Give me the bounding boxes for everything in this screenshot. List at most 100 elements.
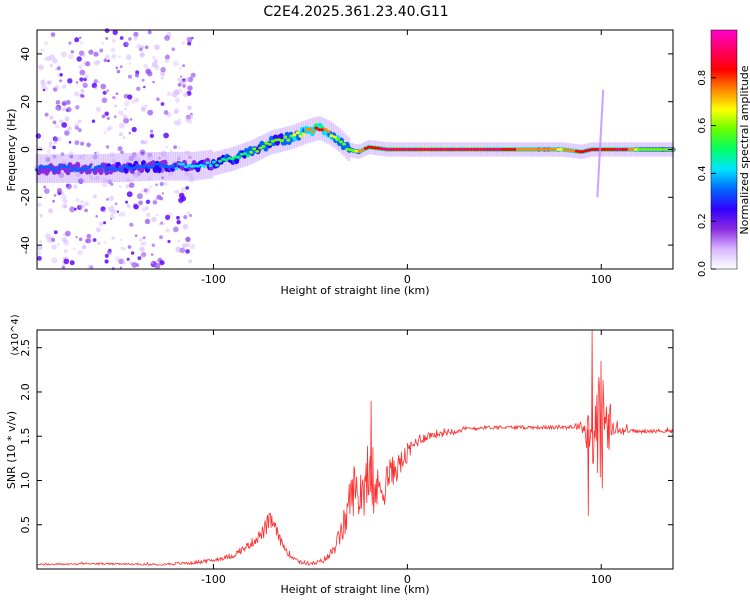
heatmap-ridge-core: [419, 148, 424, 151]
heatmap-ridge-core: [41, 165, 46, 169]
heatmap-noise-cell: [103, 131, 107, 135]
heatmap-noise-cell: [159, 181, 164, 187]
heatmap-noise-cell: [160, 71, 166, 77]
heatmap-noise-cell: [106, 249, 112, 255]
heatmap-noise-cell: [126, 178, 131, 183]
snr-ytick-label: 0.5: [19, 516, 32, 534]
heatmap-ridge-core: [183, 165, 188, 169]
heatmap-noise-cell: [77, 119, 82, 124]
heatmap-noise-cell: [141, 207, 147, 213]
heatmap-ridge-core: [332, 135, 337, 139]
heatmap-noise-cell: [122, 261, 126, 265]
heatmap-ridge-core: [609, 148, 613, 151]
heatmap-ridge-core: [277, 138, 281, 142]
heatmap-noise-cell: [68, 54, 74, 60]
heatmap-noise-cell: [79, 69, 86, 76]
heatmap-noise-cell: [106, 127, 111, 132]
heatmap-ridge-core: [242, 152, 247, 156]
heatmap-noise-cell: [68, 41, 72, 45]
heatmap-ridge-core: [398, 148, 402, 151]
heatmap-noise-cell: [124, 100, 130, 107]
heatmap-noise-cell: [135, 70, 140, 75]
heatmap-noise-cell: [61, 194, 67, 200]
heatmap-ridge-core: [429, 148, 433, 151]
heatmap-noise-cell: [133, 31, 139, 37]
heatmap-ridge-core: [143, 164, 148, 168]
heatmap-ridge-core: [174, 167, 179, 170]
heatmap-noise-cell: [147, 30, 152, 35]
heatmap-noise-cell: [151, 61, 158, 68]
heatmap-noise-cell: [132, 172, 139, 178]
heatmap-noise-cell: [147, 155, 153, 161]
heatmap-noise-cell: [97, 241, 101, 246]
heatmap-noise-cell: [116, 69, 121, 74]
heatmap-ridge-core: [152, 162, 157, 166]
heatmap-noise-cell: [112, 29, 118, 35]
heatmap-noise-cell: [49, 141, 53, 146]
heatmap-noise-cell: [82, 245, 86, 249]
heatmap-noise-cell: [103, 58, 108, 62]
heatmap-ridge-core: [450, 148, 455, 151]
heatmap-noise-cell: [53, 194, 57, 197]
heatmap-ridge-outer: [152, 166, 158, 174]
heatmap-noise-cell: [188, 172, 194, 178]
heatmap-noise-cell: [120, 246, 124, 250]
heatmap-noise-cell: [54, 124, 60, 129]
heatmap-noise-cell: [91, 177, 95, 181]
heatmap-ridge-core: [345, 147, 350, 151]
heatmap-noise-cell: [74, 140, 80, 146]
heatmap-ridge-core: [531, 148, 536, 151]
heatmap-noise-cell: [78, 237, 83, 242]
heatmap-ridge-core: [441, 148, 446, 151]
heatmap-noise-cell: [77, 250, 83, 256]
heatmap-ridge-core: [615, 148, 620, 151]
snr-xlabel: Height of straight line (km): [280, 583, 429, 596]
heatmap-noise-cell: [70, 50, 75, 54]
heatmap-noise-cell: [149, 133, 155, 138]
heatmap-noise-cell: [184, 116, 190, 122]
heatmap-noise-cell: [158, 156, 161, 160]
heatmap-noise-cell: [102, 177, 108, 183]
heatmap-noise-cell: [86, 233, 92, 239]
heatmap-noise-cell: [90, 161, 93, 164]
heatmap-noise-cell: [180, 195, 187, 202]
heatmap-noise-cell: [187, 105, 192, 111]
heatmap-noise-cell: [163, 132, 170, 139]
heatmap-noise-cell: [143, 188, 148, 193]
heatmap-ridge-core: [494, 148, 499, 151]
heatmap-ridge-core: [121, 165, 126, 169]
heatmap-noise-cell: [42, 88, 46, 92]
heatmap-noise-cell: [59, 73, 63, 77]
heatmap-noise-cell: [49, 115, 54, 120]
heatmap-noise-cell: [141, 107, 146, 112]
heatmap-noise-cell: [64, 230, 71, 237]
snr-content: [36, 329, 674, 566]
heatmap-ridge-core: [515, 148, 520, 151]
heatmap-noise-cell: [103, 221, 107, 225]
heatmap-noise-cell: [47, 80, 52, 85]
heatmap-ridge-core: [636, 148, 641, 151]
heatmap-ridge-core: [149, 165, 154, 169]
heatmap-ridge-core: [484, 148, 489, 151]
heatmap-ridge-core: [363, 146, 368, 150]
heatmap-ridge-core: [351, 149, 356, 153]
colorbar-tick-label: 0.6: [697, 118, 708, 134]
heatmap-noise-cell: [39, 213, 43, 218]
heatmap-noise-cell: [84, 208, 88, 213]
heatmap-noise-cell: [152, 80, 155, 84]
heatmap-noise-cell: [61, 100, 68, 107]
heatmap-noise-cell: [131, 262, 138, 268]
heatmap-noise-cell: [149, 185, 153, 189]
heatmap-noise-cell: [62, 233, 66, 237]
heatmap-noise-cell: [118, 55, 121, 59]
heatmap-noise-cell: [161, 176, 164, 179]
heatmap-ridge-core: [640, 148, 644, 151]
heatmap-ridge-core: [171, 164, 176, 168]
heatmap-noise-cell: [151, 243, 155, 247]
heatmap-noise-cell: [77, 128, 82, 133]
heatmap-noise-cell: [134, 97, 139, 103]
heatmap-noise-cell: [104, 259, 109, 264]
heatmap-noise-cell: [134, 234, 138, 237]
heatmap-noise-cell: [187, 41, 192, 46]
heatmap-noise-cell: [132, 152, 137, 157]
